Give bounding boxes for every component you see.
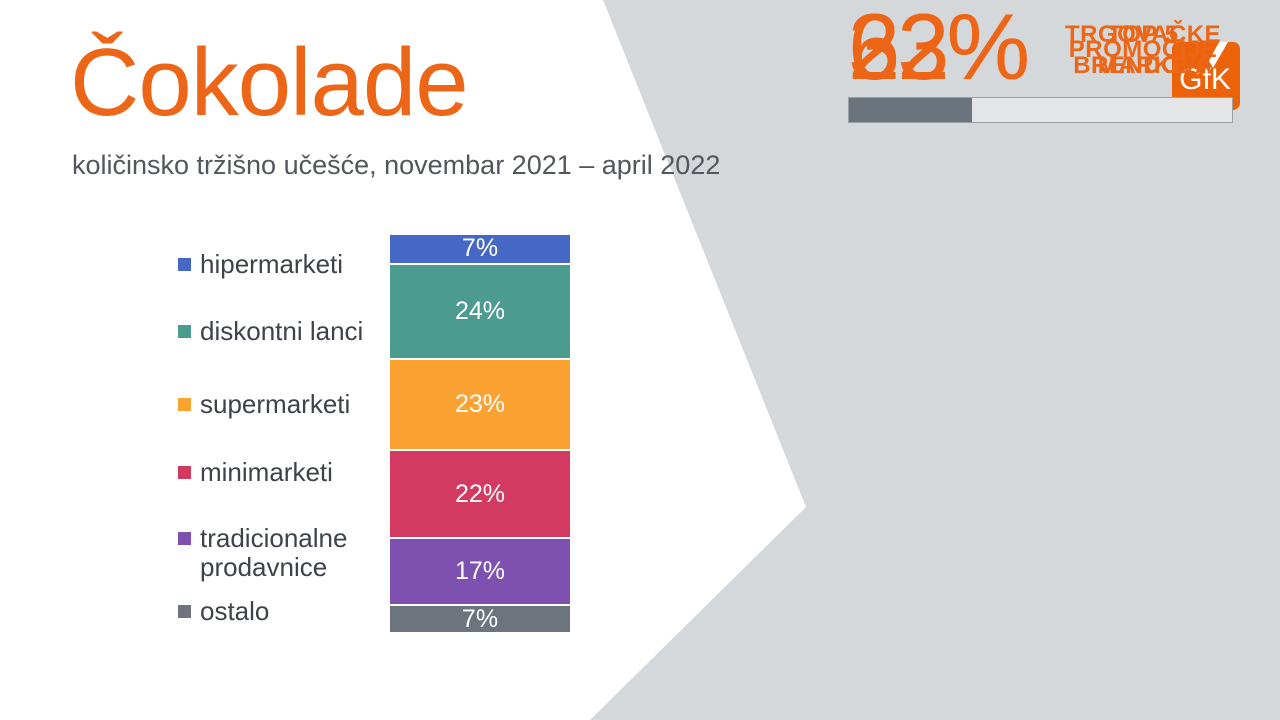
stat-value: 62%	[848, 0, 1030, 99]
chart-legend: hipermarketi diskontni lanci supermarketi m…	[178, 0, 393, 720]
stat-label: TOP 5 BRENDOVA	[1073, 20, 1213, 79]
legend-swatch-icon	[178, 532, 191, 545]
legend-label: tradicionalne prodavnice	[200, 523, 348, 583]
stat-promotions: 32% PROMOCIJE	[848, 0, 1238, 130]
stat-value: 23%	[848, 0, 1030, 99]
legend-item-ostalo: ostalo	[178, 596, 375, 626]
stat-value: 32%	[848, 0, 1030, 99]
bar-segment-label: 17%	[454, 556, 506, 585]
bar-segment-label: 7%	[461, 604, 499, 633]
legend-item-diskontni-lanci: diskontni lanci	[178, 316, 375, 346]
bar-segment-tradicionalne-prodavnice: 17%	[390, 536, 570, 605]
legend-item-hipermarketi: hipermarketi	[178, 249, 375, 279]
stat-label: PROMOCIJE	[1068, 36, 1218, 64]
bar-segment-minimarketi: 22%	[390, 449, 570, 537]
svg-text:GfK: GfK	[1179, 63, 1231, 96]
progress-fill	[849, 98, 972, 122]
bar-segment-ostalo: 7%	[390, 604, 570, 633]
progress-track	[848, 97, 1233, 123]
legend-label: diskontni lanci	[200, 316, 364, 346]
gfk-logo-icon: GfK	[1172, 42, 1240, 110]
bar-segment-supermarketi: 23%	[390, 358, 570, 450]
bar-segment-hipermarketi: 7%	[390, 234, 570, 263]
legend-label: ostalo	[200, 596, 270, 626]
legend-swatch-icon	[178, 466, 191, 479]
legend-swatch-icon	[178, 258, 191, 271]
bar-segment-diskontni-lanci: 24%	[390, 262, 570, 359]
page-title: Čokolade	[70, 29, 469, 136]
bar-segment-label: 7%	[461, 234, 499, 263]
legend-swatch-icon	[178, 398, 191, 411]
bar-segment-label: 23%	[454, 390, 506, 419]
legend-label: minimarketi	[200, 457, 333, 487]
legend-label: hipermarketi	[200, 249, 344, 279]
bar-segment-label: 22%	[454, 479, 506, 508]
legend-item-supermarketi: supermarketi	[178, 389, 375, 419]
legend-swatch-icon	[178, 325, 191, 338]
stacked-bar: 7% 24% 23% 22% 17% 7%	[390, 234, 570, 633]
legend-item-minimarketi: minimarketi	[178, 457, 375, 487]
page-subtitle: količinsko tržišno učešće, novembar 2021…	[72, 150, 721, 180]
legend-swatch-icon	[178, 605, 191, 618]
stat-label: TRGOVAČKE MARKE	[1064, 20, 1222, 79]
legend-item-tradicionalne-prodavnice: tradicionalne prodavnice	[178, 523, 375, 583]
bar-segment-label: 24%	[454, 296, 506, 325]
legend-label: supermarketi	[200, 389, 351, 419]
